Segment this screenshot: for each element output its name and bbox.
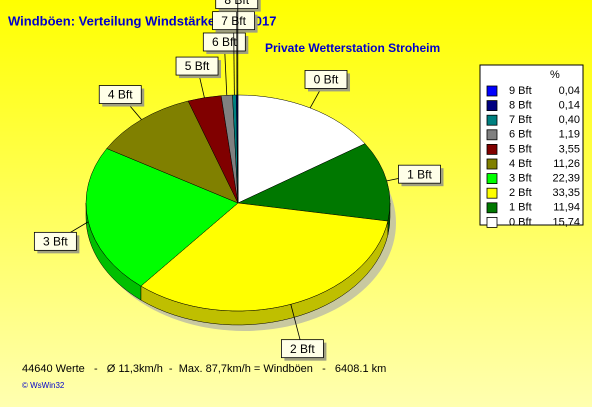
slice xyxy=(237,94,366,204)
legend-swatch xyxy=(486,129,498,141)
legend-swatch xyxy=(486,158,498,170)
legend-swatch xyxy=(486,173,498,185)
legend-swatch xyxy=(486,100,498,111)
label-box xyxy=(215,0,259,10)
chart-title: Windböen: Verteilung Windstärke Mai 2017 xyxy=(8,13,277,28)
legend-label: 4 Bft xyxy=(509,158,532,170)
legend-swatch xyxy=(486,216,498,228)
slice-label: 3 Bft xyxy=(43,235,68,249)
legend-value: 1,19 xyxy=(559,129,580,141)
slice-label: 0 Bft xyxy=(314,73,339,87)
label-box xyxy=(33,231,77,251)
legend-label: 7 Bft xyxy=(509,114,532,126)
legend-value: 22,39 xyxy=(552,173,580,185)
label-box xyxy=(98,85,142,104)
legend-value: 11,94 xyxy=(553,202,580,214)
legend-label: 6 Bft xyxy=(509,129,532,141)
legend-label: 3 Bft xyxy=(509,173,532,185)
slice-label: 5 Bft xyxy=(185,59,210,73)
label-box xyxy=(398,164,441,184)
label-box xyxy=(281,339,324,359)
legend-label: 1 Bft xyxy=(509,202,532,214)
slice-label: 7 Bft xyxy=(221,14,246,28)
slice-label: 4 Bft xyxy=(108,88,133,102)
legend-header: % xyxy=(550,69,560,81)
legend-label: 5 Bft xyxy=(509,143,532,155)
legend-value: 33,35 xyxy=(552,187,580,199)
slice-label: 8 Bft xyxy=(224,0,249,7)
label-box xyxy=(202,32,246,52)
label-box xyxy=(212,11,255,31)
legend-value: 0,04 xyxy=(559,85,580,97)
legend-label: 0 Bft xyxy=(509,216,532,228)
slice-label: 2 Bft xyxy=(290,342,315,356)
slice-label: 6 Bft xyxy=(212,35,237,49)
legend-swatch xyxy=(486,143,498,155)
legend-label: 2 Bft xyxy=(509,187,532,199)
legend-swatch xyxy=(486,202,498,214)
slice-label: 1 Bft xyxy=(407,167,432,181)
leader-line xyxy=(233,20,235,96)
slice xyxy=(237,143,391,222)
label-box xyxy=(175,56,219,76)
legend-swatch xyxy=(486,187,498,199)
chart-subtitle: Private Wetterstation Stroheim xyxy=(265,41,440,55)
credit: © WsWin32 xyxy=(22,381,65,390)
footer: 44640 Werte - Ø 11,3km/h - Max. 87,7km/h… xyxy=(22,363,386,375)
legend-value: 0,14 xyxy=(559,100,580,112)
legend-value: 15,74 xyxy=(552,216,580,228)
legend-value: 3,55 xyxy=(559,143,580,155)
slice xyxy=(85,148,239,287)
label-box xyxy=(304,70,348,89)
legend-value: 11,26 xyxy=(553,158,580,170)
legend-value: 0,40 xyxy=(559,114,580,126)
legend-label: 8 Bft xyxy=(509,100,532,112)
legend-label: 9 Bft xyxy=(509,85,532,97)
slice xyxy=(106,100,239,204)
legend-swatch xyxy=(486,85,498,97)
legend-swatch xyxy=(486,114,498,126)
